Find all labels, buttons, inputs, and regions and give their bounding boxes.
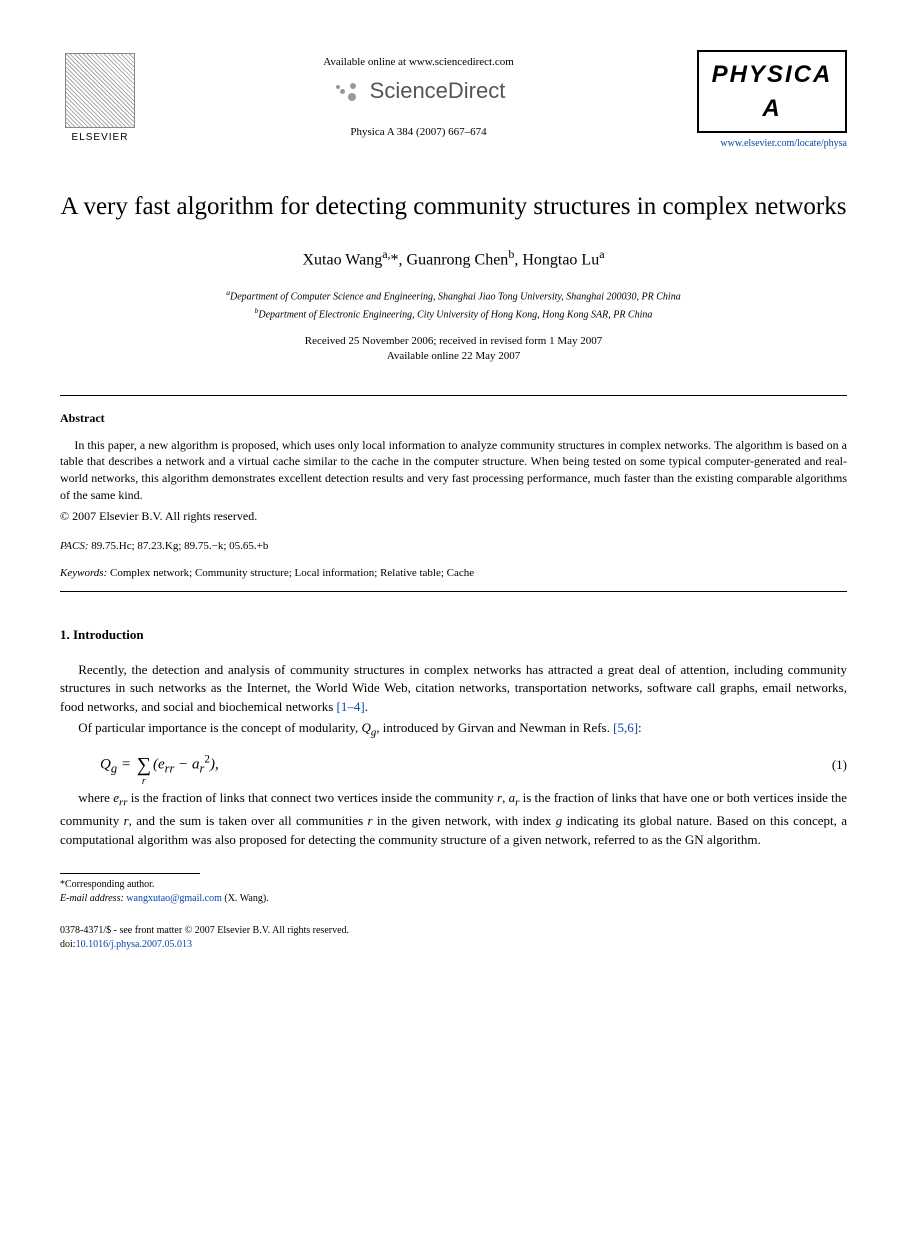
affiliations: aDepartment of Computer Science and Engi…: [60, 287, 847, 322]
affiliation-b: bDepartment of Electronic Engineering, C…: [60, 305, 847, 322]
center-header: Available online at www.sciencedirect.co…: [140, 50, 697, 141]
paper-header: ELSEVIER Available online at www.science…: [60, 50, 847, 151]
online-date: Available online 22 May 2007: [60, 349, 847, 364]
citation-text: Physica A 384 (2007) 667–674: [140, 125, 697, 140]
doi-line: doi:10.1016/j.physa.2007.05.013: [60, 938, 847, 952]
received-date: Received 25 November 2006; received in r…: [60, 334, 847, 349]
elsevier-tree-icon: [65, 53, 135, 128]
keywords-line: Keywords: Complex network; Community str…: [60, 566, 847, 581]
footnote-divider: [60, 873, 200, 874]
section-1-heading: 1. Introduction: [60, 626, 847, 644]
equation-1-formula: Qg = ∑r(err − ar2),: [100, 751, 832, 779]
affiliation-a: aDepartment of Computer Science and Engi…: [60, 287, 847, 304]
elsevier-label: ELSEVIER: [72, 131, 129, 145]
abstract-heading: Abstract: [60, 410, 847, 427]
ref-link-1-4[interactable]: [1–4]: [337, 699, 365, 714]
equation-1-number: (1): [832, 756, 847, 774]
pacs-codes: 89.75.Hc; 87.23.Kg; 89.75.−k; 05.65.+b: [91, 540, 268, 552]
journal-url[interactable]: www.elsevier.com/locate/physa: [697, 137, 847, 151]
intro-para-1: Recently, the detection and analysis of …: [60, 661, 847, 718]
sciencedirect-logo: ScienceDirect: [140, 76, 697, 107]
corr-author-label: *Corresponding author.: [60, 878, 847, 892]
physica-logo: PHYSICA A: [697, 50, 847, 133]
available-online-text: Available online at www.sciencedirect.co…: [140, 55, 697, 70]
sciencedirect-dots-icon: [332, 81, 362, 103]
email-link[interactable]: wangxutao@gmail.com: [126, 893, 222, 904]
keywords-label: Keywords:: [60, 567, 107, 579]
corresponding-author-footnote: *Corresponding author. E-mail address: w…: [60, 878, 847, 906]
sciencedirect-text: ScienceDirect: [370, 76, 506, 107]
paper-title: A very fast algorithm for detecting comm…: [60, 191, 847, 224]
abstract-text: In this paper, a new algorithm is propos…: [60, 437, 847, 504]
pacs-line: PACS: 89.75.Hc; 87.23.Kg; 89.75.−k; 05.6…: [60, 539, 847, 554]
intro-para-2: Of particular importance is the concept …: [60, 719, 847, 741]
doi-link[interactable]: 10.1016/j.physa.2007.05.013: [76, 939, 192, 950]
email-label: E-mail address:: [60, 893, 124, 904]
divider: [60, 395, 847, 396]
keywords-text: Complex network; Community structure; Lo…: [110, 567, 474, 579]
equation-1: Qg = ∑r(err − ar2), (1): [100, 751, 847, 779]
divider: [60, 591, 847, 592]
email-who: (X. Wang).: [224, 893, 268, 904]
authors-list: Xutao Wanga,*, Guanrong Chenb, Hongtao L…: [60, 246, 847, 272]
pacs-label: PACS:: [60, 540, 89, 552]
footer-info: 0378-4371/$ - see front matter © 2007 El…: [60, 924, 847, 952]
corr-author-email-line: E-mail address: wangxutao@gmail.com (X. …: [60, 892, 847, 906]
front-matter-line: 0378-4371/$ - see front matter © 2007 El…: [60, 924, 847, 938]
abstract-copyright: © 2007 Elsevier B.V. All rights reserved…: [60, 508, 847, 525]
journal-brand-block: PHYSICA A www.elsevier.com/locate/physa: [697, 50, 847, 151]
intro-para-3: where err is the fraction of links that …: [60, 789, 847, 849]
ref-link-5-6[interactable]: [5,6]: [613, 720, 638, 735]
elsevier-logo: ELSEVIER: [60, 50, 140, 145]
publication-dates: Received 25 November 2006; received in r…: [60, 334, 847, 365]
